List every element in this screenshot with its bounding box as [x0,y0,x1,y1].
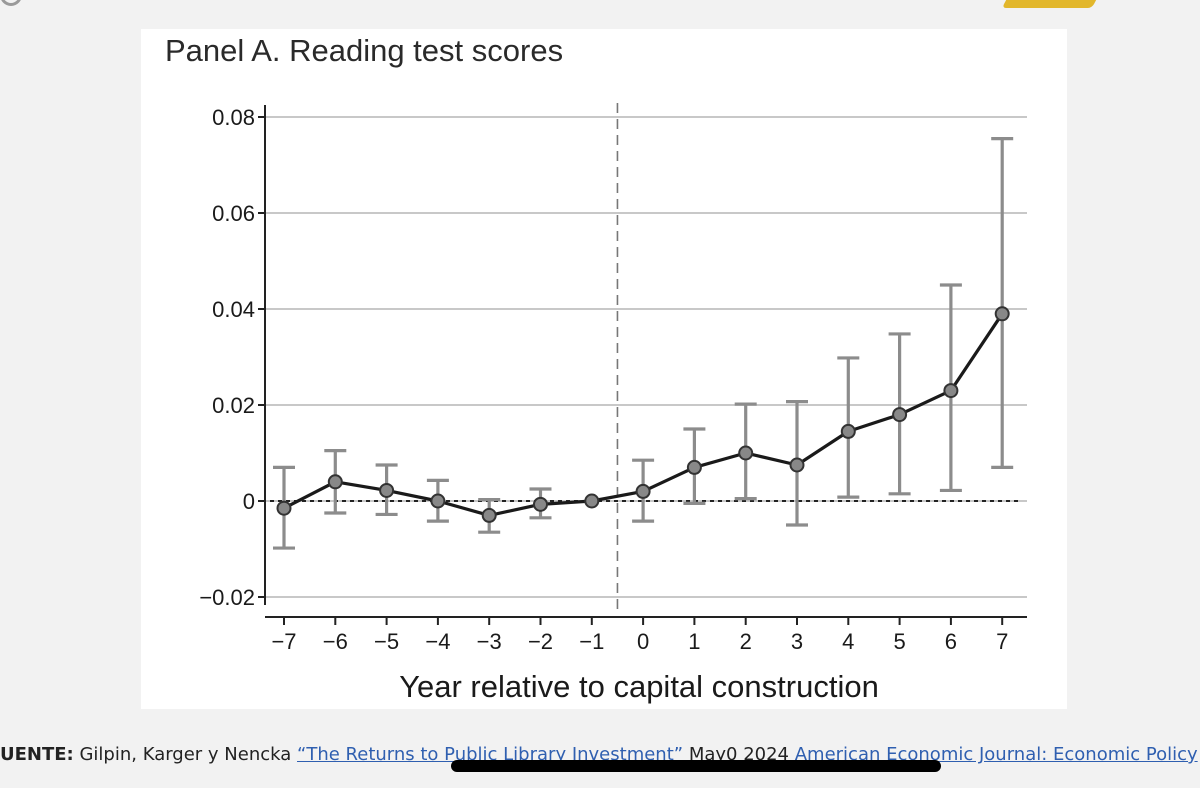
data-point [584,493,600,509]
data-point [686,459,702,475]
x-axis-title: Year relative to capital construction [399,669,879,704]
source-date: May0 2024 [683,744,795,765]
x-tick-label: 5 [893,629,905,654]
x-tick-label: 6 [945,629,957,654]
x-tick-label: 1 [688,629,700,654]
source-label: UENTE: [0,744,74,765]
horizontal-scrollbar[interactable] [451,760,941,772]
series-markers [276,306,1010,523]
data-point [943,383,959,399]
x-tick-label: −5 [374,629,399,654]
x-tick-label: −4 [425,629,450,654]
data-point [533,496,548,512]
y-tick-label: 0 [243,489,255,514]
chart-figure: Panel A. Reading test scores −0.02 0 0.02 0… [141,29,1067,709]
data-point [789,457,805,473]
axes [258,105,1027,625]
data-point [738,445,754,461]
journal-link[interactable]: American Economic Journal: Economic Poli… [794,744,1198,765]
data-point [994,306,1010,322]
reference-lines [270,103,1019,615]
data-point [892,407,908,423]
chart-title: Panel A. Reading test scores [165,33,563,68]
y-tick-labels: −0.02 0 0.02 0.04 0.06 0.08 [199,105,255,610]
data-point [840,423,856,439]
x-tick-label: −6 [323,629,348,654]
grid-lines [265,116,1027,598]
x-tick-label: 7 [996,629,1008,654]
y-tick-label: −0.02 [199,585,255,610]
data-point [481,507,497,523]
x-tick-label: −1 [579,629,604,654]
source-footer: UENTE: Gilpin, Karger y Nencka “The Retu… [0,744,1200,776]
data-point [430,493,446,509]
source-authors: Gilpin, Karger y Nencka [73,744,298,765]
article-link[interactable]: “The Returns to Public Library Investmen… [297,744,684,765]
x-tick-label: −2 [528,629,553,654]
data-point [379,482,395,498]
yellow-badge-icon [1001,0,1113,8]
chart-svg: Panel A. Reading test scores −0.02 0 0.02 0… [165,33,1027,704]
data-point [276,500,292,516]
x-tick-label: 3 [791,629,803,654]
data-point [327,474,343,490]
x-tick-label: 0 [637,629,649,654]
partial-icon [0,0,22,6]
y-tick-label: 0.04 [212,297,255,322]
y-tick-label: 0.08 [212,105,255,130]
x-tick-label: −3 [477,629,502,654]
x-tick-label: 4 [842,629,854,654]
y-tick-label: 0.02 [212,393,255,418]
y-tick-label: 0.06 [212,201,255,226]
data-point [635,483,651,499]
x-tick-label: −7 [271,629,296,654]
x-tick-label: 2 [740,629,752,654]
x-tick-labels: −7 −6 −5 −4 −3 −2 −1 0 1 2 3 4 5 6 7 [271,629,1008,654]
